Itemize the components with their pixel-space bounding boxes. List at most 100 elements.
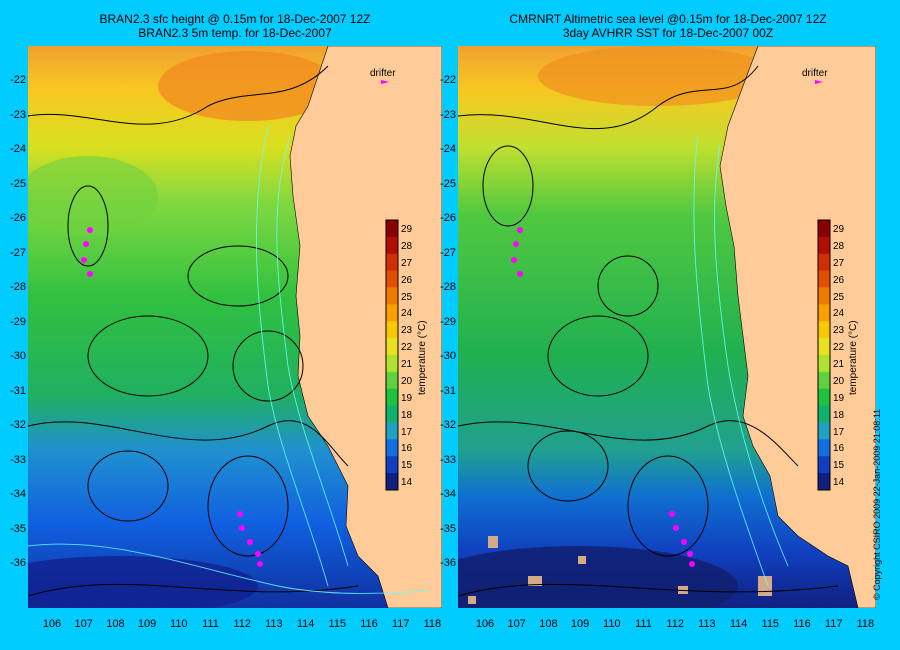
left-title-line1: BRAN2.3 sfc height @ 0.15m for 18-Dec-20… (99, 12, 371, 26)
lon-tick: 112 (233, 618, 251, 630)
lat-tick: -31 (440, 384, 456, 397)
lat-tick: -22 (10, 74, 26, 86)
land-mass (289, 46, 442, 608)
colorbar-tick: 23 (833, 325, 845, 337)
colorbar-segment (818, 270, 830, 288)
colorbar-tick: 26 (401, 274, 413, 286)
cold-eddy (28, 556, 258, 608)
lat-tick: -36 (10, 557, 26, 569)
colorbar-segment (818, 321, 830, 339)
colorbar-tick: 25 (833, 291, 845, 303)
colorbar-segment (818, 236, 830, 255)
lat-tick: -35 (440, 522, 456, 535)
colorbar-frame (817, 219, 831, 491)
colorbar-segment (386, 236, 398, 255)
left-panel-title: BRAN2.3 sfc height @ 0.15m for 18-Dec-20… (30, 12, 440, 40)
colorbar-tick: 27 (401, 257, 413, 269)
lon-tick: 106 (42, 618, 62, 630)
lon-tick: 115 (761, 618, 780, 630)
colorbar-segment (386, 287, 398, 305)
lon-tick: 117 (391, 618, 410, 630)
colorbar-segment (386, 321, 398, 339)
lon-tick: 111 (202, 618, 219, 630)
lon-tick: 110 (603, 618, 621, 630)
colorbar-tick: 27 (833, 257, 845, 269)
colorbar-tick: 21 (833, 359, 845, 370)
colorbar-segment (818, 355, 830, 373)
colorbar-tick: 15 (833, 460, 845, 472)
lon-tick: 107 (74, 618, 93, 630)
colorbar-segment (386, 422, 398, 440)
lon-tick: 108 (539, 618, 558, 630)
lat-tick: -34 (10, 488, 26, 500)
lat-tick: -24 (10, 143, 26, 155)
colorbar-label: temperature (°C) (417, 320, 428, 395)
colorbar-segment (818, 338, 830, 356)
colorbar-tick: 29 (833, 224, 845, 235)
bathymetry-lines (693, 135, 789, 587)
lat-tick: -32 (440, 419, 456, 431)
right-title-line2: 3day AVHRR SST for 18-Dec-2007 00Z (562, 26, 774, 40)
lon-tick: 106 (475, 618, 495, 630)
colorbar-segment (386, 371, 398, 390)
drifter-label: drifter (370, 68, 396, 79)
colorbar-tick: 19 (833, 392, 845, 404)
lat-tick: -27 (10, 246, 26, 259)
colorbar-label: temperature (°C) (848, 320, 859, 395)
lat-tick: -29 (10, 315, 26, 328)
warm-patch (538, 46, 778, 106)
colorbar-tick: 18 (833, 409, 845, 421)
colorbar-segment (386, 439, 398, 457)
lat-tick: -22 (440, 74, 456, 86)
drifter-legend-icon (815, 80, 823, 84)
left-model-map (28, 46, 442, 608)
lat-tick: -32 (10, 419, 26, 431)
lon-tick: 108 (106, 618, 125, 630)
colorbar-tick: 20 (401, 375, 413, 387)
colorbar-tick: 17 (401, 426, 413, 438)
lat-tick: -24 (440, 143, 456, 155)
lon-tick: 107 (507, 618, 526, 630)
bathymetry-lines (28, 125, 429, 594)
colorbar-segment (386, 388, 398, 407)
lat-tick: -28 (10, 281, 26, 293)
colorbar-segment (818, 371, 830, 390)
lon-tick: 118 (856, 618, 875, 630)
lat-tick: -26 (10, 212, 26, 224)
right-observed-map (458, 46, 876, 608)
colorbar-segment (386, 456, 398, 474)
colorbar-segment (818, 422, 830, 440)
sea-level-contours (458, 65, 839, 597)
colorbar-tick: 21 (401, 359, 413, 370)
lat-tick: -36 (440, 557, 456, 569)
colorbar-segment (818, 456, 830, 474)
lon-tick: 109 (570, 618, 590, 630)
colorbar-tick: 18 (401, 409, 413, 421)
colorbar-segment (386, 338, 398, 356)
colorbar-segment (818, 473, 830, 491)
colorbar-segment (818, 253, 830, 272)
sea-level-contours (28, 65, 359, 597)
colorbar-segment (386, 355, 398, 373)
colorbar-segment (818, 388, 830, 407)
colorbar-tick: 24 (401, 308, 413, 320)
colorbar-tick: 22 (833, 342, 845, 354)
right-title-line1: CMRNRT Altimetric sea level @0.15m for 1… (509, 12, 827, 26)
lat-tick: -30 (10, 350, 26, 362)
colorbar-segment (386, 220, 398, 238)
lat-tick: -33 (10, 453, 26, 466)
colorbar-tick: 16 (401, 443, 413, 455)
lat-tick: -25 (440, 177, 456, 190)
colorbar-tick: 14 (401, 477, 413, 489)
colorbar-tick: 26 (833, 274, 845, 286)
lon-tick: 115 (328, 618, 347, 630)
colorbar (817, 219, 831, 491)
lon-tick: 114 (296, 618, 315, 630)
cool-patch (28, 156, 158, 236)
colorbar (385, 219, 399, 491)
lat-tick: -28 (440, 281, 456, 293)
drifter-track-north (511, 227, 523, 277)
drifter-legend-icon (381, 80, 389, 84)
lat-tick: -23 (10, 108, 26, 121)
lat-tick: -29 (440, 315, 456, 328)
